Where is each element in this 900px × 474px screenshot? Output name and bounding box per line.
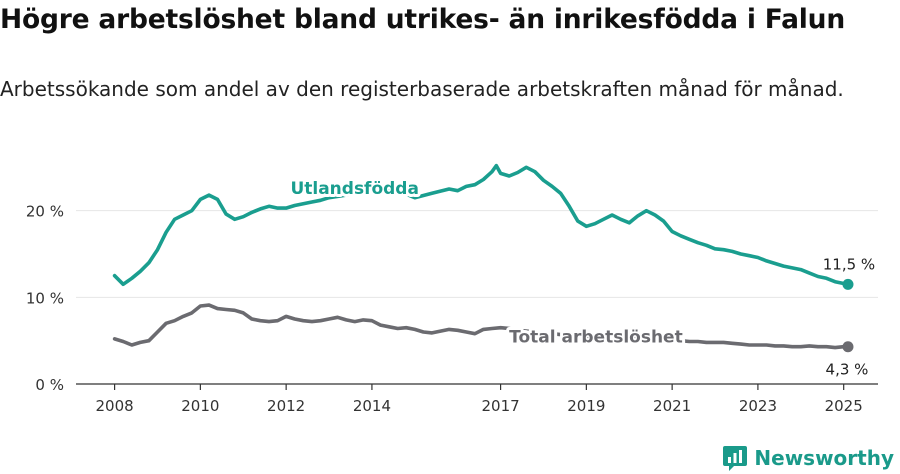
y-axis: 0 % 10 % 20 % [26,203,878,394]
y-tick-label: 10 % [26,289,64,307]
series-label-foreign-born: Utlandsfödda [290,179,419,199]
series-line-1 [112,303,850,350]
end-value-label-foreign-born: 11,5 % [823,255,875,273]
x-tick-label: 2019 [567,397,605,415]
x-tick-label: 2023 [739,397,777,415]
x-axis: 2008 2010 2012 2014 2017 2019 2021 2023 2025 [76,383,878,415]
series-line-0 [112,163,850,287]
series-lines [112,163,854,353]
chart-title: Högre arbetslöshet bland utrikes- än inr… [0,4,845,35]
series-labels: Utlandsfödda Total arbetslöshet 11,5 % 4,3 … [287,176,875,379]
newsworthy-logo-icon [723,446,748,471]
series-end-marker-1 [842,341,854,353]
x-tick-label: 2025 [825,397,863,415]
series-end-marker-0 [842,278,854,290]
x-tick-label: 2021 [653,397,691,415]
x-tick-label: 2008 [96,397,134,415]
end-value-label-total: 4,3 % [826,361,869,379]
brand-logo: Newsworthy [722,444,894,472]
chart-subtitle: Arbetssökande som andel av den registerb… [0,77,844,101]
x-tick-label: 2017 [481,397,519,415]
x-tick-label: 2010 [181,397,219,415]
x-tick-label: 2012 [267,397,305,415]
y-tick-label: 20 % [26,203,64,221]
x-tick-label: 2014 [353,397,391,415]
brand-name: Newsworthy [754,446,894,470]
y-tick-label: 0 % [35,376,64,394]
series-label-total: Total arbetslöshet [509,327,683,347]
